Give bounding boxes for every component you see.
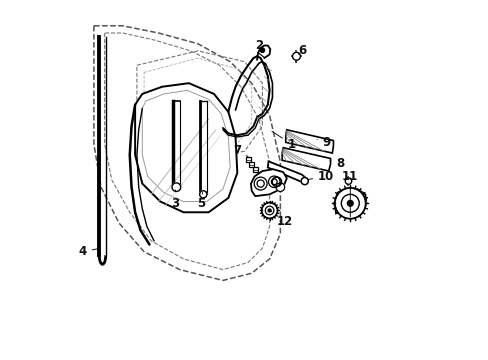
Text: 10: 10 xyxy=(307,170,334,183)
Text: 4: 4 xyxy=(78,245,98,258)
Text: 1: 1 xyxy=(271,131,295,150)
Circle shape xyxy=(271,179,277,185)
Text: 2: 2 xyxy=(254,39,263,52)
Circle shape xyxy=(292,52,300,60)
Circle shape xyxy=(260,48,264,52)
Bar xyxy=(245,157,250,162)
Polygon shape xyxy=(267,161,305,184)
Polygon shape xyxy=(250,169,286,196)
Text: 8: 8 xyxy=(329,157,344,170)
Bar xyxy=(249,162,254,167)
Polygon shape xyxy=(333,188,366,217)
Circle shape xyxy=(254,177,266,190)
Circle shape xyxy=(257,180,264,187)
Circle shape xyxy=(199,191,206,198)
Circle shape xyxy=(345,178,351,184)
Polygon shape xyxy=(285,130,333,153)
Text: 9: 9 xyxy=(316,136,330,149)
Circle shape xyxy=(301,177,308,185)
Polygon shape xyxy=(142,90,230,202)
Circle shape xyxy=(172,183,180,192)
Polygon shape xyxy=(135,83,237,212)
Circle shape xyxy=(261,203,277,219)
Polygon shape xyxy=(282,148,330,171)
Circle shape xyxy=(268,176,280,188)
Circle shape xyxy=(334,188,365,219)
Text: 6: 6 xyxy=(298,44,306,57)
Circle shape xyxy=(276,183,284,192)
Bar xyxy=(252,167,257,172)
Circle shape xyxy=(271,177,281,186)
Circle shape xyxy=(346,201,352,206)
Circle shape xyxy=(267,209,270,212)
Text: 12: 12 xyxy=(270,211,292,228)
Text: 11: 11 xyxy=(342,170,358,217)
Text: 5: 5 xyxy=(196,193,204,210)
Text: 3: 3 xyxy=(171,190,179,210)
Text: 7: 7 xyxy=(232,144,247,157)
